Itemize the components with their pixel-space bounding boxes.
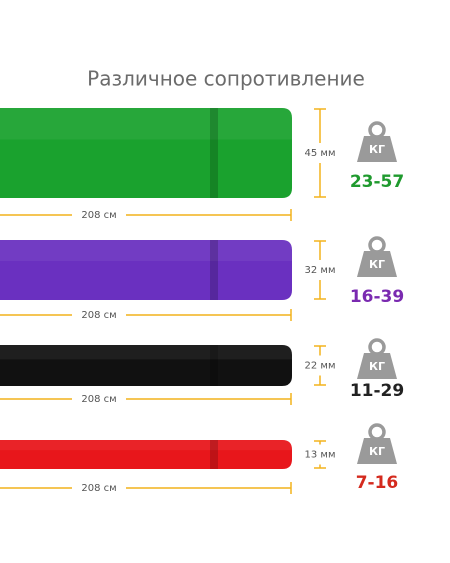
weight-handle [368,121,386,139]
band-seam [210,108,218,198]
weight-body [357,353,397,379]
weight-unit: КГ [369,143,385,156]
weight-range: 16-39 [350,287,404,307]
band [0,240,292,300]
band [0,440,292,469]
width-label: 22 мм [305,361,336,372]
weight-handle [368,338,386,356]
length-label: 208 см [81,483,116,494]
band-seam [210,240,218,300]
band-shade [0,345,292,360]
dim-label-bg [298,446,342,463]
band [0,108,292,198]
weight-handle [368,423,386,441]
length-label: 208 см [81,394,116,405]
weight-body [357,438,397,464]
width-label: 32 мм [305,265,336,276]
title: Различное сопротивление [87,67,365,91]
band-shade [0,108,292,140]
dim-label-bg [298,262,342,278]
band [0,345,292,386]
width-label: 45 мм [305,148,336,159]
dim-label-bg [298,357,342,374]
weight-body [357,251,397,277]
weight-handle [368,236,386,254]
dim-label-bg [298,145,342,161]
width-label: 13 мм [305,450,336,461]
weight-unit: КГ [369,445,385,458]
weight-range: 11-29 [350,381,404,401]
length-label: 208 см [81,310,116,321]
band-seam [210,345,218,386]
band-shade [0,240,292,261]
weight-range: 7-16 [356,473,399,493]
weight-range: 23-57 [350,172,404,192]
weight-body [357,136,397,162]
weight-unit: КГ [369,360,385,373]
length-label: 208 см [81,210,116,221]
weight-unit: КГ [369,258,385,271]
band-seam [210,440,218,469]
band-shade [0,440,292,451]
